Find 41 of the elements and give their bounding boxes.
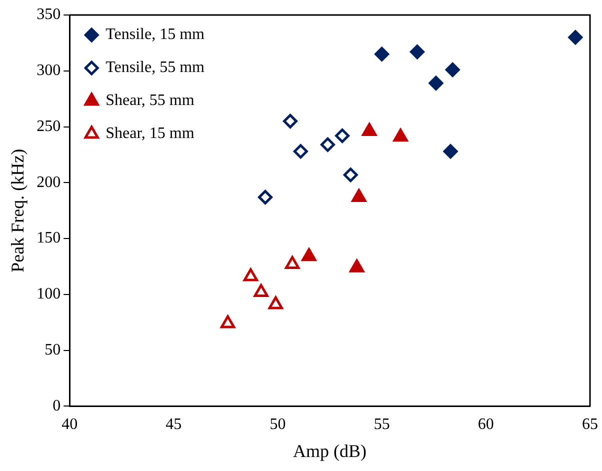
point	[335, 128, 350, 143]
point	[293, 144, 308, 159]
point	[374, 46, 390, 62]
point	[428, 76, 444, 90]
x-tick-label: 65	[582, 416, 598, 434]
point	[343, 168, 358, 182]
x-axis-title: Amp (dB)	[293, 440, 367, 461]
x-tick-label: 60	[478, 416, 494, 434]
point	[352, 188, 366, 202]
y-tick-label: 300	[36, 62, 61, 80]
point	[243, 268, 258, 282]
x-tick-label: 55	[374, 416, 390, 434]
point	[350, 259, 364, 272]
point	[320, 137, 335, 152]
point	[254, 284, 268, 297]
legend-label: Shear, 15 mm	[106, 125, 195, 142]
y-tick-label: 100	[36, 286, 61, 303]
legend-label: Tensile, 15 mm	[106, 26, 206, 44]
x-tick-label: 40	[62, 416, 78, 434]
point	[445, 62, 460, 78]
legend-label: Shear, 55 mm	[106, 92, 195, 110]
point	[285, 256, 300, 269]
point	[393, 128, 408, 142]
point	[220, 315, 236, 328]
y-tick-label: 200	[36, 174, 61, 191]
x-tick-label: 45	[166, 416, 182, 434]
x-tick-label: 50	[270, 416, 286, 434]
y-tick-label: 50	[44, 342, 61, 359]
y-tick-label: 350	[36, 6, 61, 24]
point	[283, 114, 298, 128]
y-tick-label: 0	[52, 397, 61, 414]
point	[258, 190, 273, 204]
point	[568, 30, 583, 45]
point	[268, 296, 283, 310]
y-tick-label: 150	[36, 230, 61, 247]
y-tick-label: 250	[36, 118, 61, 135]
point	[443, 144, 458, 159]
y-axis-title: Peak Freq. (kHz)	[8, 148, 28, 272]
point	[410, 44, 424, 60]
legend-label: Tensile, 55 mm	[106, 59, 206, 76]
point	[302, 248, 316, 262]
